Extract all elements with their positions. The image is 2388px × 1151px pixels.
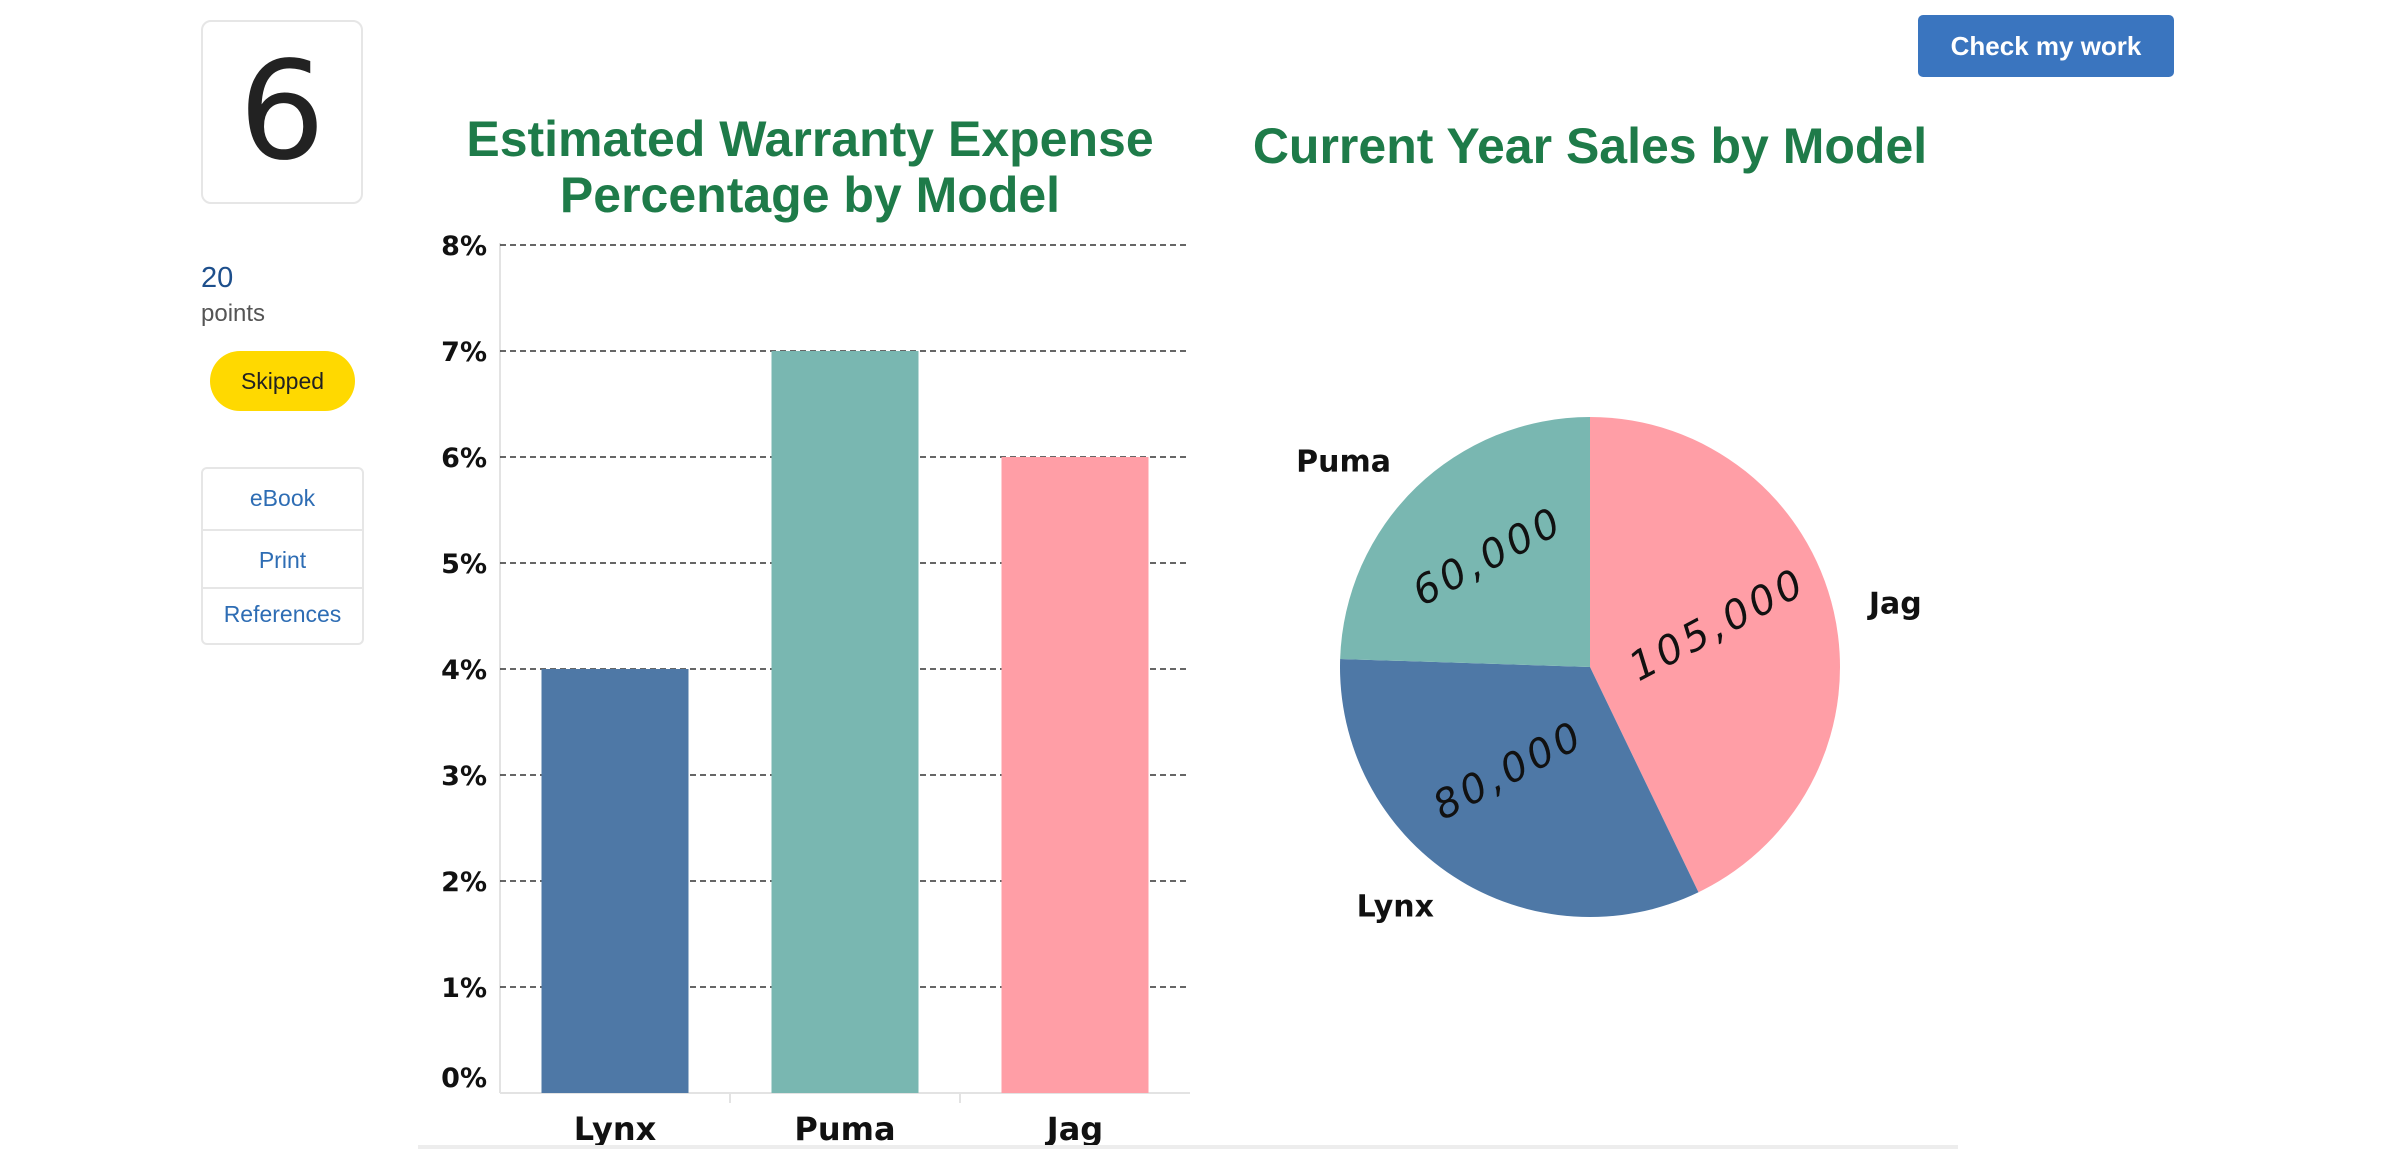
bar-category-labels: Lynx Puma Jag	[574, 1110, 1103, 1148]
y-tick-label: 2%	[441, 867, 487, 898]
divider	[203, 529, 362, 531]
bottom-divider	[418, 1145, 1958, 1149]
y-tick-label: 0%	[441, 1063, 487, 1094]
resources-panel: eBook Print References	[201, 467, 364, 645]
y-tick-label: 1%	[441, 973, 487, 1004]
pie-slice-lynx	[1340, 658, 1699, 917]
y-tick-label: 4%	[441, 655, 487, 686]
bar-tick-labels: 0% 1% 2% 3% 4% 5% 6% 7% 8%	[441, 231, 487, 1094]
y-tick-label: 5%	[441, 549, 487, 580]
bar-jag	[1001, 457, 1149, 1093]
bar-bars	[541, 351, 1149, 1093]
bar-puma	[771, 351, 919, 1093]
references-link[interactable]: References	[223, 601, 342, 627]
ebook-link[interactable]: eBook	[249, 485, 316, 511]
pie-chart-title: Current Year Sales by Model	[1252, 118, 1928, 174]
y-tick-label: 8%	[441, 231, 487, 262]
points-value: 20	[201, 262, 234, 294]
status-badge: Skipped	[210, 351, 355, 411]
pie-slice-puma	[1340, 417, 1590, 667]
check-my-work-button[interactable]: Check my work	[1918, 15, 2174, 77]
question-number: 6	[238, 33, 326, 191]
divider	[203, 587, 362, 589]
question-number-box: 6	[201, 20, 363, 204]
x-category-label: Puma	[794, 1110, 895, 1148]
bar-chart-title: Estimated Warranty Expense Percentage by…	[466, 111, 1154, 223]
points-label: points	[201, 300, 266, 327]
pie-label-jag: Jag	[1867, 586, 1922, 621]
x-category-label: Lynx	[574, 1110, 657, 1148]
pie-slice-jag	[1590, 417, 1841, 893]
x-category-label: Jag	[1045, 1110, 1103, 1148]
y-tick-label: 7%	[441, 337, 487, 368]
pie-label-lynx: Lynx	[1357, 890, 1434, 925]
y-tick-label: 6%	[441, 443, 487, 474]
bar-lynx	[541, 669, 689, 1093]
print-link[interactable]: Print	[258, 547, 307, 573]
pie-label-puma: Puma	[1296, 445, 1391, 480]
y-tick-label: 3%	[441, 761, 487, 792]
